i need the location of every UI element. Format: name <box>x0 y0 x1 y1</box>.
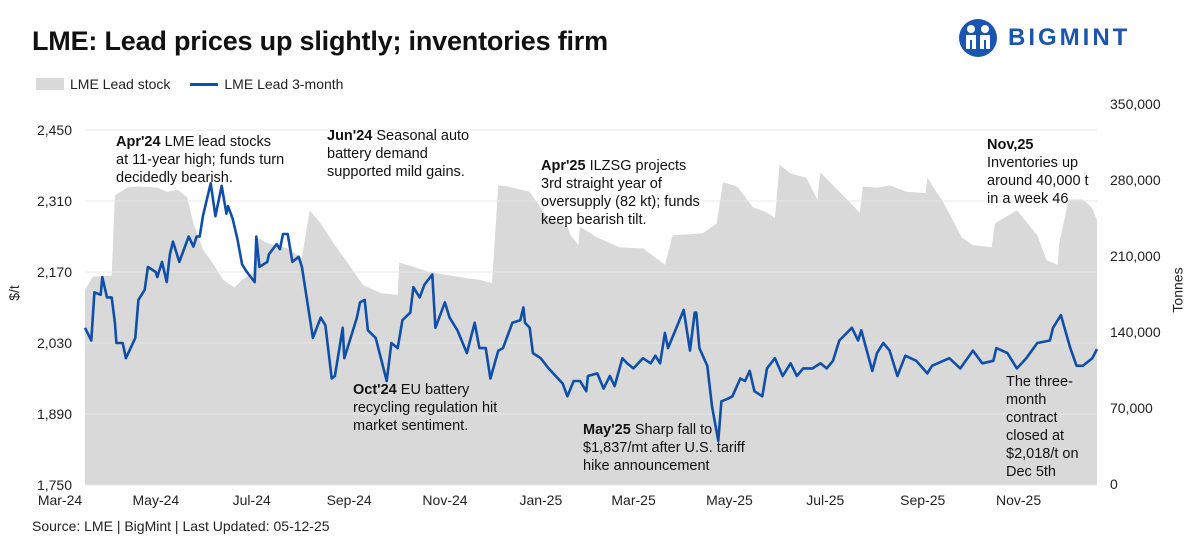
y-left-tick-label: 2,170 <box>37 264 72 280</box>
bigmint-logo-icon <box>959 19 997 57</box>
y-right-tick-label: 140,000 <box>1110 324 1161 340</box>
legend-swatch-stock <box>36 78 64 90</box>
y-right-tick-label: 350,000 <box>1110 96 1161 112</box>
y-right-tick-label: 0 <box>1110 476 1118 492</box>
legend-swatch-price <box>190 82 219 86</box>
y-left-tick-label: 2,030 <box>37 335 72 351</box>
price-line <box>83 182 1099 443</box>
annotation-oct24: Oct'24 EU battery recycling regulation h… <box>353 382 498 434</box>
annotation-apr25: Apr'25 ILZSG projects 3rd straight year … <box>541 158 700 228</box>
annotation-may25: May'25 Sharp fall to $1,837/mt after U.S… <box>583 422 745 474</box>
annotation-close: The three-month contract closed at $2,01… <box>1006 374 1079 480</box>
chart-title: LME: Lead prices up slightly; inventorie… <box>32 26 608 56</box>
y-left-tick-label: 2,450 <box>37 122 72 138</box>
y-left-tick-label: 1,750 <box>37 477 72 493</box>
y-right-tick-label: 280,000 <box>1110 172 1161 188</box>
annotation-apr24: Apr'24 LME lead stocks at 11-year high; … <box>116 134 285 186</box>
x-tick-label: Jul-25 <box>806 492 844 508</box>
x-tick-label: May-24 <box>133 492 180 508</box>
x-tick-label: Mar-25 <box>611 492 656 508</box>
y-right-axis-label: Tonnes <box>1169 267 1186 313</box>
logo-text: BIGMINT <box>1008 24 1131 51</box>
annotation-jun24: Jun'24 Seasonal auto battery demand supp… <box>327 128 470 180</box>
source-note: Source: LME | BigMint | Last Updated: 05… <box>32 518 330 534</box>
legend-label-stock: LME Lead stock <box>70 76 171 92</box>
y-left-axis-label: $/t <box>5 285 22 301</box>
x-tick-label: Nov-25 <box>996 492 1041 508</box>
x-tick-label: Jan-25 <box>519 492 562 508</box>
x-tick-label: Sep-25 <box>900 492 945 508</box>
annotation-nov25: Nov,25 Inventories up around 40,000 t in … <box>987 137 1089 207</box>
x-tick-label: Jul-24 <box>233 492 271 508</box>
x-tick-label: Nov-24 <box>422 492 467 508</box>
y-right-tick-label: 70,000 <box>1110 400 1153 416</box>
legend: LME Lead stock LME Lead 3-month <box>36 76 343 92</box>
y-left-tick-label: 2,310 <box>37 193 72 209</box>
x-tick-label: Mar-24 <box>38 492 83 508</box>
y-right-tick-label: 210,000 <box>1110 248 1161 264</box>
x-tick-label: Sep-24 <box>327 492 372 508</box>
bigmint-logo: BIGMINT <box>958 18 1130 58</box>
x-tick-label: May-25 <box>706 492 753 508</box>
stock-area <box>85 164 1097 486</box>
legend-label-price: LME Lead 3-month <box>224 76 344 92</box>
y-left-tick-label: 1,890 <box>37 406 72 422</box>
